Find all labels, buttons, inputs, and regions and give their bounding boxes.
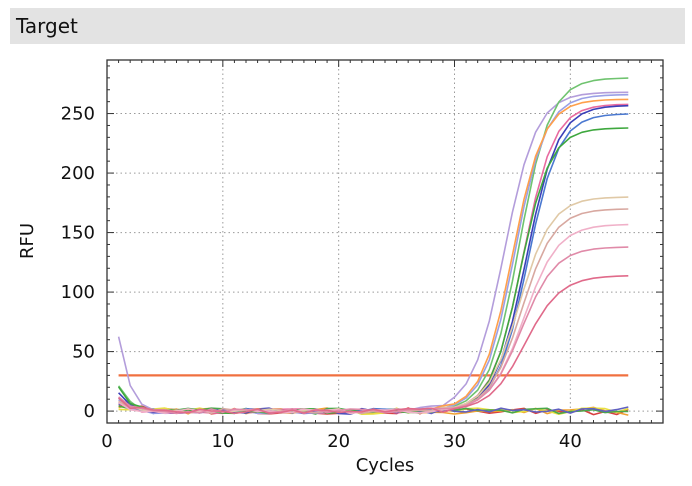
chart-title: Target (16, 14, 78, 38)
x-tick-label: 20 (327, 431, 350, 452)
series-lines (117, 77, 629, 416)
y-axis-title: RFU (17, 223, 38, 259)
y-tick-label: 0 (84, 401, 95, 422)
y-tick-label: 100 (61, 282, 95, 303)
plot-frame (106, 59, 664, 424)
y-tick-label: 150 (61, 223, 95, 244)
x-tick-label: 0 (101, 431, 112, 452)
header-bar: Target (10, 8, 685, 44)
x-tick-label: 40 (559, 431, 582, 452)
y-tick-label: 200 (61, 163, 95, 184)
x-tick-label: 30 (443, 431, 466, 452)
x-tick-label: 10 (211, 431, 234, 452)
axis-ticks: 0 10 20 30 40 0 50 100 150 200 250 (61, 60, 664, 452)
amplification-series-line (118, 246, 629, 415)
grid (107, 60, 663, 423)
y-tick-label: 250 (61, 104, 95, 125)
y-tick-label: 50 (72, 342, 95, 363)
x-axis-title: Cycles (356, 455, 415, 476)
amplification-series-line (118, 275, 629, 415)
